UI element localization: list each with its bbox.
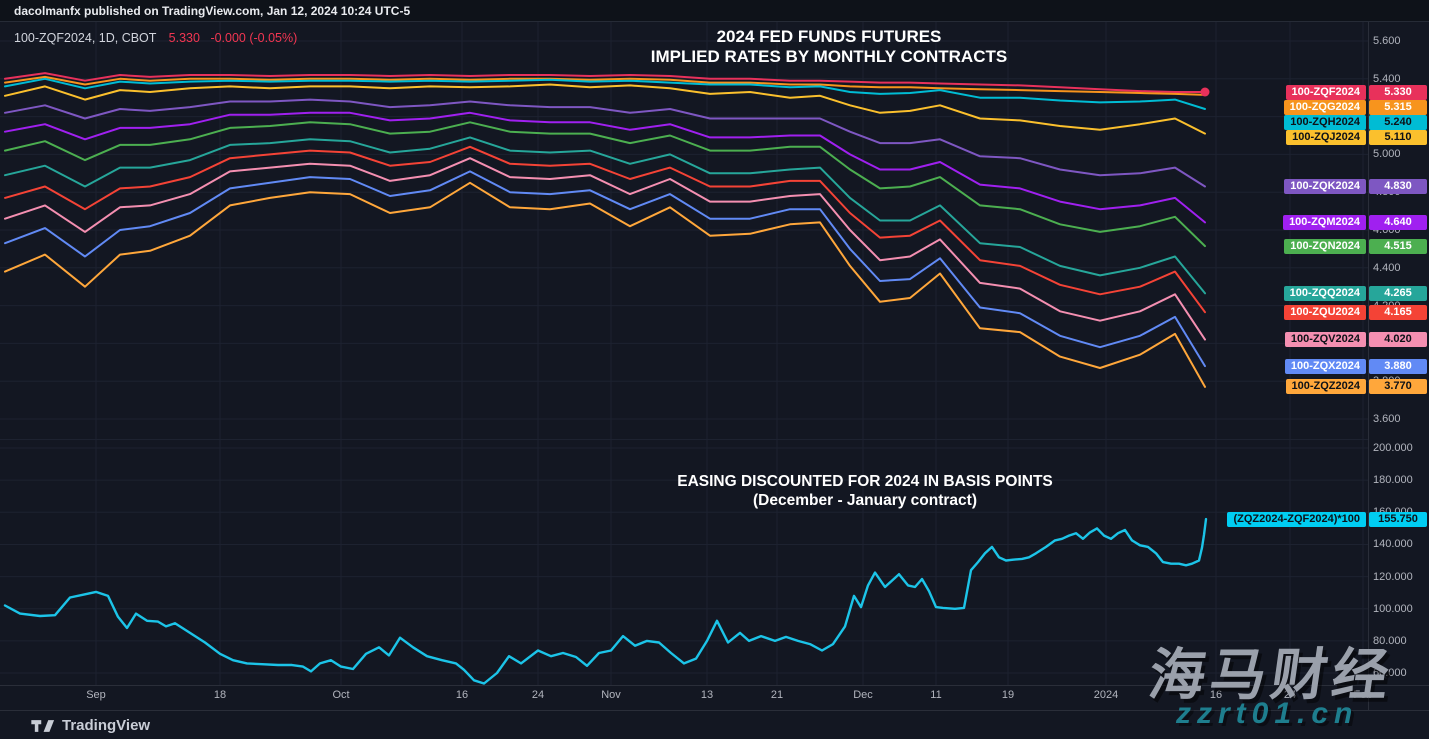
symbol-legend[interactable]: 100-ZQF2024, 1D, CBOT 5.330 -0.000 (-0.0…	[14, 31, 297, 45]
series-line-100-ZQK2024	[4, 98, 1206, 188]
legend-price: 5.330	[168, 31, 200, 45]
series-line-100-ZQG2024	[4, 75, 1206, 96]
series-line-100-ZQQ2024	[4, 136, 1206, 295]
series-line-100-ZQU2024	[4, 145, 1206, 314]
publish-bar: dacolmanfx published on TradingView.com,…	[0, 0, 1429, 22]
price-axis-border	[1368, 22, 1369, 710]
tradingview-logo-icon[interactable]	[30, 719, 56, 733]
top-title-line2: IMPLIED RATES BY MONTHLY CONTRACTS	[650, 47, 1008, 66]
pane-divider	[0, 439, 1368, 440]
series-line-100-ZQJ2024	[4, 83, 1206, 135]
legend-symbol: 100-ZQF2024, 1D, CBOT	[14, 31, 157, 45]
series-line-easing-spread	[3, 517, 1208, 685]
bottom-pane-title: EASING DISCOUNTED FOR 2024 IN BASIS POIN…	[590, 472, 1140, 510]
series-line-100-ZQV2024	[4, 157, 1206, 341]
series-line-100-ZQM2024	[4, 111, 1206, 224]
footer-bar: TradingView	[0, 710, 1429, 739]
bottom-title-line2: (December - January contract)	[753, 492, 977, 509]
footer-brand-link[interactable]: TradingView	[62, 717, 151, 734]
legend-change: -0.000 (-0.05%)	[210, 31, 298, 45]
series-line-100-ZQH2024	[4, 77, 1206, 110]
last-price-dot	[1200, 87, 1210, 97]
series-line-100-ZQN2024	[4, 121, 1206, 248]
top-pane-title: 2024 FED FUNDS FUTURES IMPLIED RATES BY …	[564, 27, 1094, 67]
series-line-100-ZQZ2024	[4, 181, 1206, 388]
series-line-100-ZQF2024	[4, 72, 1206, 93]
bottom-title-line1: EASING DISCOUNTED FOR 2024 IN BASIS POIN…	[677, 473, 1053, 490]
time-axis-border	[0, 685, 1429, 686]
top-title-line1: 2024 FED FUNDS FUTURES	[716, 27, 942, 46]
publish-text: dacolmanfx published on TradingView.com,…	[14, 4, 411, 18]
series-line-100-ZQX2024	[4, 170, 1206, 368]
watermark-url: zzrt01.cn	[1176, 697, 1359, 730]
